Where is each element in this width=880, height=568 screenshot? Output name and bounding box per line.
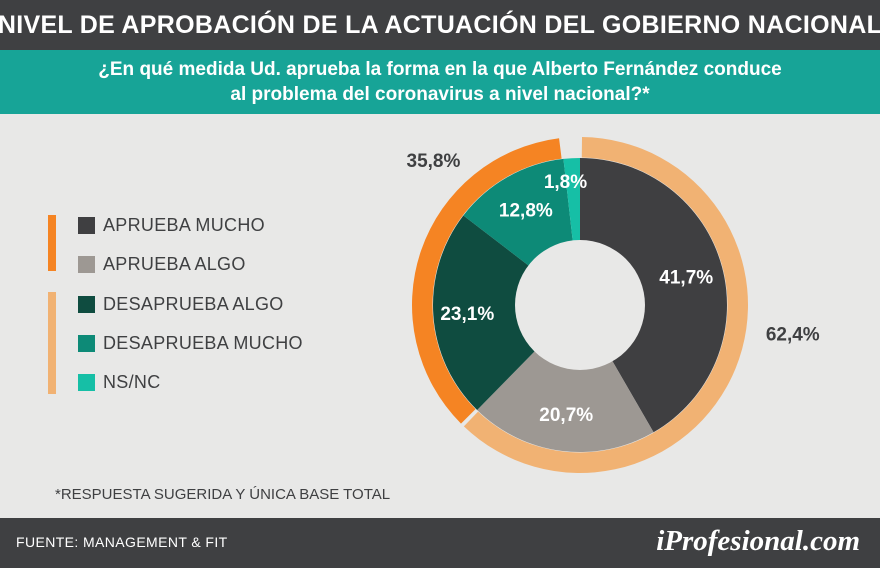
legend-item-aprueba-algo: APRUEBA ALGO [78,252,246,276]
legend-label: NS/NC [103,371,161,392]
slice-ns-nc [563,158,580,246]
legend-swatch [78,373,95,391]
slice-label-aprueba-algo: 20,7% [539,405,593,426]
legend-group-bar-0 [48,215,56,271]
donut-hole [515,240,645,370]
slice-label-desaprueba-algo: 23,1% [440,304,494,325]
brand-logo: iProfesional.com [656,525,860,557]
question-line-2: al problema del coronavirus a nivel naci… [230,84,650,105]
slice-aprueba-mucho [580,158,728,433]
legend-label: APRUEBA ALGO [103,253,246,274]
outer-ring-desaprueba [411,138,562,424]
footer-bar: FUENTE: MANAGEMENT & FIT iProfesional.co… [0,518,880,568]
page-title: NIVEL DE APROBACIÓN DE LA ACTUACIÓN DEL … [0,10,880,39]
legend-group-bar-1 [48,292,56,394]
legend-label: APRUEBA MUCHO [103,214,265,235]
legend-swatch [78,295,95,313]
legend-item-desaprueba-algo: DESAPRUEBA ALGO [78,292,284,316]
outer-ring-group [411,137,748,474]
slice-labels-group: 41,7% 20,7% 23,1% 12,8% 1,8% 35,8% 62,4% [407,151,820,426]
outer-label-aprueba: 62,4% [766,325,820,346]
legend-item-desaprueba-mucho: DESAPRUEBA MUCHO [78,331,303,355]
question-line-1: ¿En qué medida Ud. aprueba la forma en l… [98,59,782,80]
chart-legend: APRUEBA MUCHO APRUEBA ALGO DESAPRUEBA AL… [48,208,348,394]
slice-aprueba-algo [477,347,654,452]
legend-swatch [78,255,95,273]
header-bar: NIVEL DE APROBACIÓN DE LA ACTUACIÓN DEL … [0,0,880,50]
legend-item-aprueba-mucho: APRUEBA MUCHO [78,213,265,237]
slice-label-aprueba-mucho: 41,7% [659,268,713,289]
outer-label-desaprueba: 35,8% [407,151,461,172]
source-credit: FUENTE: MANAGEMENT & FIT [16,534,228,550]
legend-label: DESAPRUEBA ALGO [103,293,284,314]
legend-swatch [78,334,95,352]
legend-swatch [78,216,95,234]
footnote: *RESPUESTA SUGERIDA Y ÚNICA BASE TOTAL [55,486,391,503]
question-banner: ¿En qué medida Ud. aprueba la forma en l… [0,50,880,114]
outer-ring-aprueba [463,137,748,474]
slice-desaprueba-mucho [463,158,574,269]
inner-slices-group [432,158,728,452]
legend-label: DESAPRUEBA MUCHO [103,332,303,353]
slice-label-desaprueba-mucho: 12,8% [499,200,553,221]
slice-desaprueba-algo [432,215,539,410]
legend-item-ns-nc: NS/NC [78,370,161,394]
slice-label-ns-nc: 1,8% [544,172,587,193]
